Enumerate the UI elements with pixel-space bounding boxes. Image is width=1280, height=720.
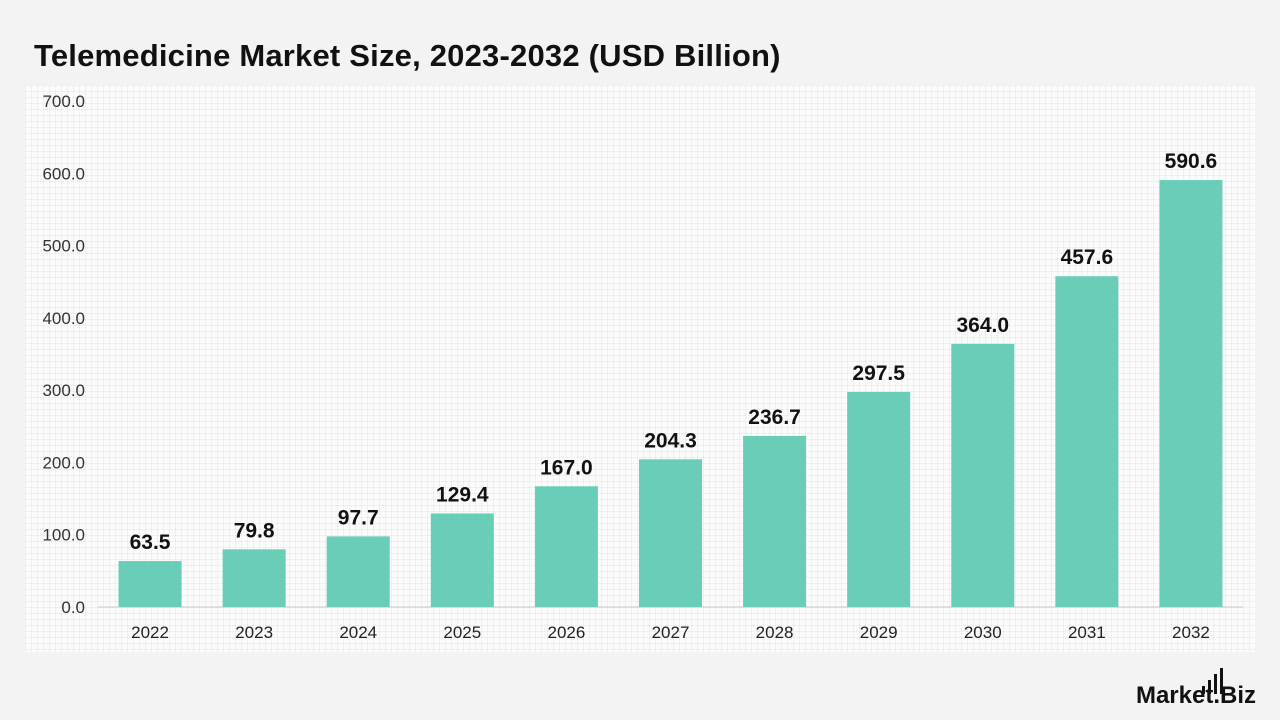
bar-2032 <box>1159 180 1223 607</box>
x-tick-label-2025: 2025 <box>443 623 481 642</box>
y-tick-label: 100.0 <box>42 526 85 545</box>
bar-2027 <box>639 459 702 607</box>
brand-name: Market.Biz <box>1135 682 1256 709</box>
x-tick-label-2029: 2029 <box>860 623 898 642</box>
bar-2029 <box>847 391 911 607</box>
data-labels-group: 63.5 79.8 97.7 129.4 167.0 204.3 236.7 297.5 364… <box>130 150 1218 554</box>
bar-2028 <box>743 435 807 607</box>
bar-2030 <box>951 343 1015 607</box>
bar-2022 <box>118 561 182 607</box>
y-tick-label: 200.0 <box>42 453 85 472</box>
y-tick-label: 400.0 <box>42 309 85 328</box>
signal-bars-icon <box>1202 668 1223 694</box>
x-tick-label-2022: 2022 <box>131 623 169 642</box>
x-tick-label-2027: 2027 <box>652 623 690 642</box>
bar-2025 <box>430 513 494 607</box>
data-label-2030: 364.0 <box>956 314 1009 337</box>
bar-2023 <box>222 549 286 607</box>
data-label-2026: 167.0 <box>540 456 593 479</box>
data-label-2027: 204.3 <box>644 429 697 452</box>
bar-2031 <box>1055 276 1119 607</box>
x-tick-label-2023: 2023 <box>235 623 273 642</box>
brand-logo: Market.Biz <box>1136 668 1256 708</box>
chart-panel: 0.0 100.0 200.0 300.0 400.0 500.0 600.0 700.0 2… <box>25 85 1255 652</box>
x-tick-label-2024: 2024 <box>339 623 377 642</box>
data-label-2032: 590.6 <box>1165 150 1218 173</box>
x-tick-label-2028: 2028 <box>756 623 794 642</box>
data-label-2028: 236.7 <box>748 406 801 429</box>
data-label-2031: 457.6 <box>1061 246 1114 269</box>
data-label-2024: 97.7 <box>338 506 379 529</box>
y-axis: 0.0 100.0 200.0 300.0 400.0 500.0 600.0 700.0 <box>42 92 85 617</box>
y-tick-label: 600.0 <box>42 164 85 183</box>
x-tick-label-2032: 2032 <box>1172 623 1210 642</box>
bar-2026 <box>534 486 598 607</box>
y-tick-label: 500.0 <box>42 237 85 256</box>
bars-group <box>118 180 1223 607</box>
bar-chart: 0.0 100.0 200.0 300.0 400.0 500.0 600.0 700.0 2… <box>42 92 1243 642</box>
data-label-2023: 79.8 <box>234 519 275 542</box>
x-tick-label-2030: 2030 <box>964 623 1002 642</box>
data-label-2029: 297.5 <box>852 362 905 385</box>
x-tick-label-2026: 2026 <box>547 623 585 642</box>
x-axis: 2022 2023 2024 2025 2026 2027 2028 2029 2030 2031… <box>98 606 1243 642</box>
y-tick-label: 700.0 <box>42 92 85 111</box>
chart-title: Telemedicine Market Size, 2023-2032 (USD… <box>34 38 781 73</box>
y-tick-label: 0.0 <box>61 598 85 617</box>
x-tick-label-2031: 2031 <box>1068 623 1106 642</box>
y-tick-label: 300.0 <box>42 381 85 400</box>
data-label-2025: 129.4 <box>436 483 489 506</box>
bar-2024 <box>326 536 390 607</box>
data-label-2022: 63.5 <box>130 531 171 554</box>
